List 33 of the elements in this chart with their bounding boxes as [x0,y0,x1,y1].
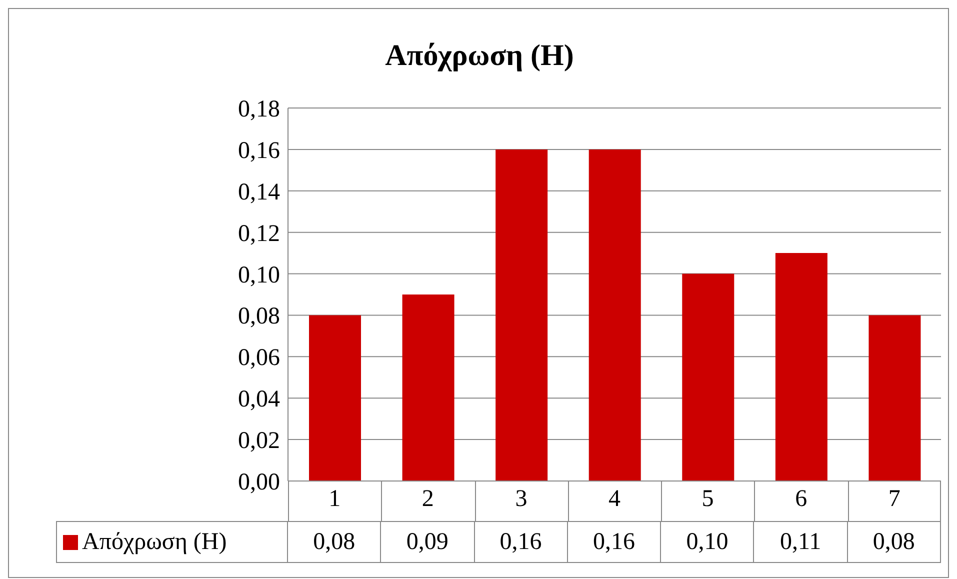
y-tick-label: 0,16 [238,138,280,164]
data-label: 0,16 [474,521,568,563]
data-label: 0,08 [288,521,382,563]
y-tick-label: 0,02 [238,428,280,454]
legend-label: Απόχρωση (H) [82,528,227,556]
y-tick-label: 0,00 [238,470,280,496]
bar [309,315,361,481]
data-label: 0,10 [661,521,754,563]
bar [496,149,548,481]
y-tick-label: 0,06 [238,345,280,372]
y-tick-label: 0,12 [238,220,280,247]
x-tick-label: 1 [328,486,341,512]
data-label: 0,08 [848,521,941,563]
x-tick-label: 2 [422,486,434,512]
y-tick-label: 0,04 [238,386,280,413]
y-tick-label: 0,10 [238,262,280,288]
x-tick-label: 6 [795,486,808,512]
data-label: 0,09 [381,521,475,563]
x-tick-label: 5 [702,486,714,512]
bar [868,315,921,481]
x-tick-label: 7 [888,486,900,512]
y-tick-label: 0,08 [238,304,280,330]
bar [682,274,734,481]
chart-title: Απόχρωση (H) [384,39,575,73]
x-tick-label: 3 [515,486,528,512]
bar [402,294,454,481]
data-label: 0,11 [754,521,848,563]
y-tick-label: 0,14 [238,179,280,206]
x-tick-label: 4 [608,486,620,512]
bar [775,253,828,481]
y-tick-label: 0,18 [238,96,280,123]
data-label: 0,16 [568,521,662,563]
bar [588,149,641,481]
